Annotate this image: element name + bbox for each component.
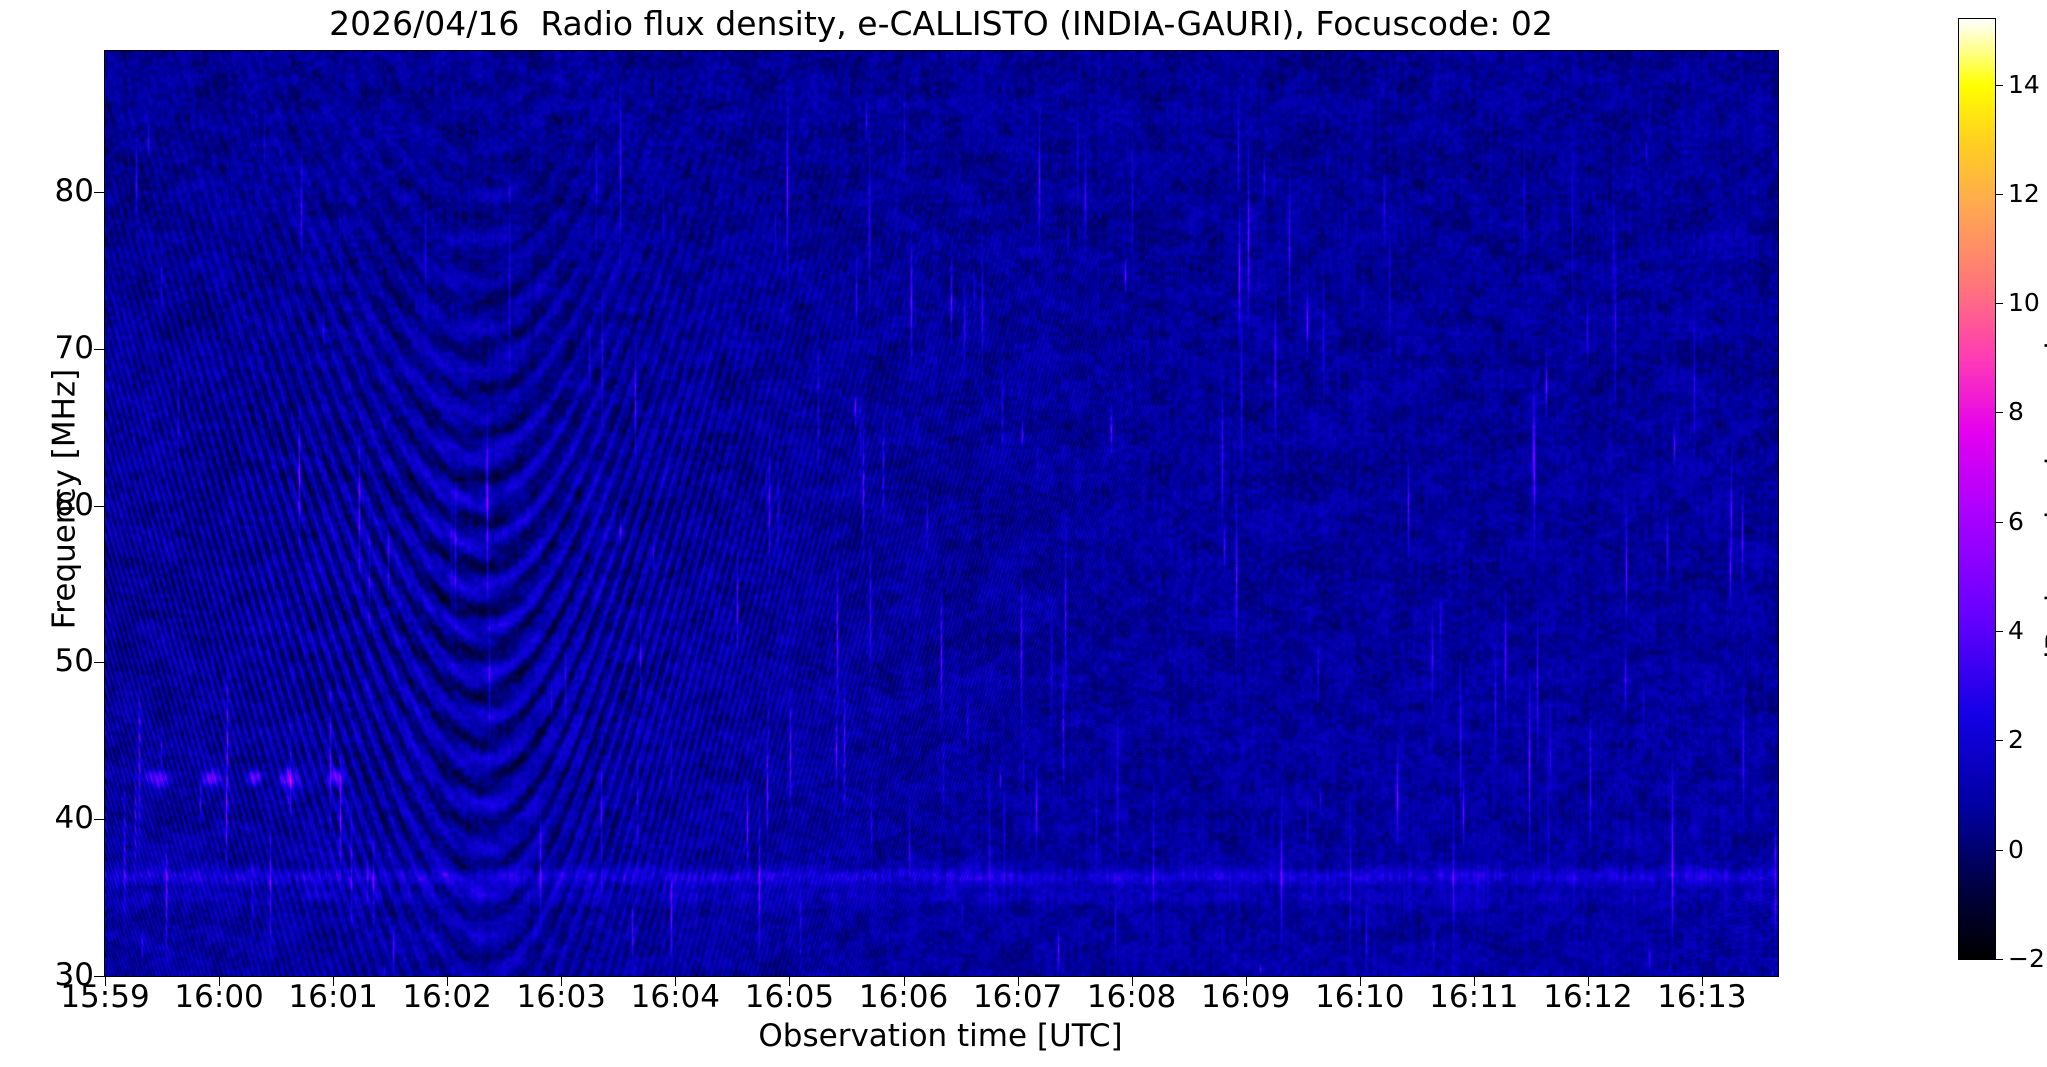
x-axis-label: Observation time [UTC] bbox=[758, 1018, 1123, 1054]
colorbar-tick-mark bbox=[1995, 522, 2003, 523]
colorbar-tick-mark bbox=[1995, 412, 2003, 413]
x-tick-mark bbox=[1360, 976, 1361, 986]
colorbar-tick-label: 2 bbox=[2008, 725, 2024, 755]
colorbar-gradient bbox=[1959, 19, 1995, 959]
x-tick-label: 16:09 bbox=[1200, 979, 1291, 1015]
colorbar[interactable] bbox=[1958, 18, 1996, 960]
colorbar-tick-label: 8 bbox=[2008, 397, 2024, 427]
colorbar-tick-mark bbox=[1995, 303, 2003, 304]
x-tick-mark bbox=[447, 976, 448, 986]
colorbar-tick-label: −2 bbox=[2008, 944, 2045, 973]
colorbar-tick-label: 6 bbox=[2008, 506, 2024, 536]
x-tick-label: 16:10 bbox=[1315, 979, 1405, 1015]
page-title: 2026/04/16 Radio flux density, e-CALLIST… bbox=[329, 4, 1553, 43]
y-tick-mark bbox=[94, 349, 104, 350]
x-tick-mark bbox=[1588, 976, 1589, 986]
colorbar-tick-label: 4 bbox=[2008, 616, 2024, 646]
colorbar-tick-mark bbox=[1995, 194, 2003, 195]
colorbar-label: dB above background bbox=[2040, 341, 2047, 670]
colorbar-tick-label: 12 bbox=[2008, 178, 2040, 208]
x-tick-mark bbox=[904, 976, 905, 986]
y-tick-mark bbox=[94, 506, 104, 507]
x-tick-mark bbox=[333, 976, 334, 986]
x-tick-mark bbox=[219, 976, 220, 986]
y-tick-label: 60 bbox=[54, 486, 94, 523]
y-tick-label: 40 bbox=[54, 800, 94, 837]
y-tick-label: 50 bbox=[54, 643, 94, 680]
spectrogram-plot-area[interactable] bbox=[104, 50, 1779, 977]
colorbar-tick-mark bbox=[1995, 850, 2003, 851]
y-tick-label: 80 bbox=[54, 173, 94, 210]
colorbar-tick-label: 14 bbox=[2008, 69, 2040, 99]
x-tick-mark bbox=[675, 976, 676, 986]
x-tick-mark bbox=[1246, 976, 1247, 986]
x-tick-mark bbox=[1132, 976, 1133, 986]
colorbar-tick-mark bbox=[1995, 85, 2003, 86]
colorbar-tick-label: 10 bbox=[2008, 288, 2040, 318]
x-tick-label: 16:03 bbox=[516, 979, 606, 1015]
x-tick-mark bbox=[105, 976, 106, 986]
x-tick-label: 16:11 bbox=[1429, 979, 1519, 1015]
x-tick-label: 16:12 bbox=[1543, 979, 1633, 1015]
y-tick-mark bbox=[94, 192, 104, 193]
x-tick-label: 16:00 bbox=[174, 979, 264, 1015]
x-tick-mark bbox=[1474, 976, 1475, 986]
x-tick-label: 15:59 bbox=[60, 979, 150, 1015]
spectrogram-image bbox=[105, 51, 1778, 976]
x-tick-label: 16:07 bbox=[972, 979, 1063, 1015]
y-tick-label: 70 bbox=[54, 329, 94, 366]
x-tick-mark bbox=[561, 976, 562, 986]
colorbar-tick-mark bbox=[1995, 740, 2003, 741]
x-tick-label: 16:04 bbox=[630, 979, 720, 1015]
colorbar-tick-mark bbox=[1995, 959, 2003, 960]
y-tick-mark bbox=[94, 819, 104, 820]
y-tick-mark bbox=[94, 976, 104, 977]
x-tick-mark bbox=[1702, 976, 1703, 986]
x-tick-label: 16:01 bbox=[288, 979, 378, 1015]
x-tick-label: 16:13 bbox=[1657, 979, 1747, 1015]
y-tick-mark bbox=[94, 662, 104, 663]
x-tick-label: 16:08 bbox=[1086, 979, 1177, 1015]
x-tick-label: 16:05 bbox=[744, 979, 835, 1015]
x-tick-label: 16:06 bbox=[858, 979, 949, 1015]
colorbar-tick-mark bbox=[1995, 631, 2003, 632]
x-tick-mark bbox=[1018, 976, 1019, 986]
colorbar-tick-label: 0 bbox=[2008, 834, 2024, 864]
x-tick-mark bbox=[789, 976, 790, 986]
x-tick-label: 16:02 bbox=[402, 979, 492, 1015]
y-tick-label: 30 bbox=[54, 957, 94, 993]
